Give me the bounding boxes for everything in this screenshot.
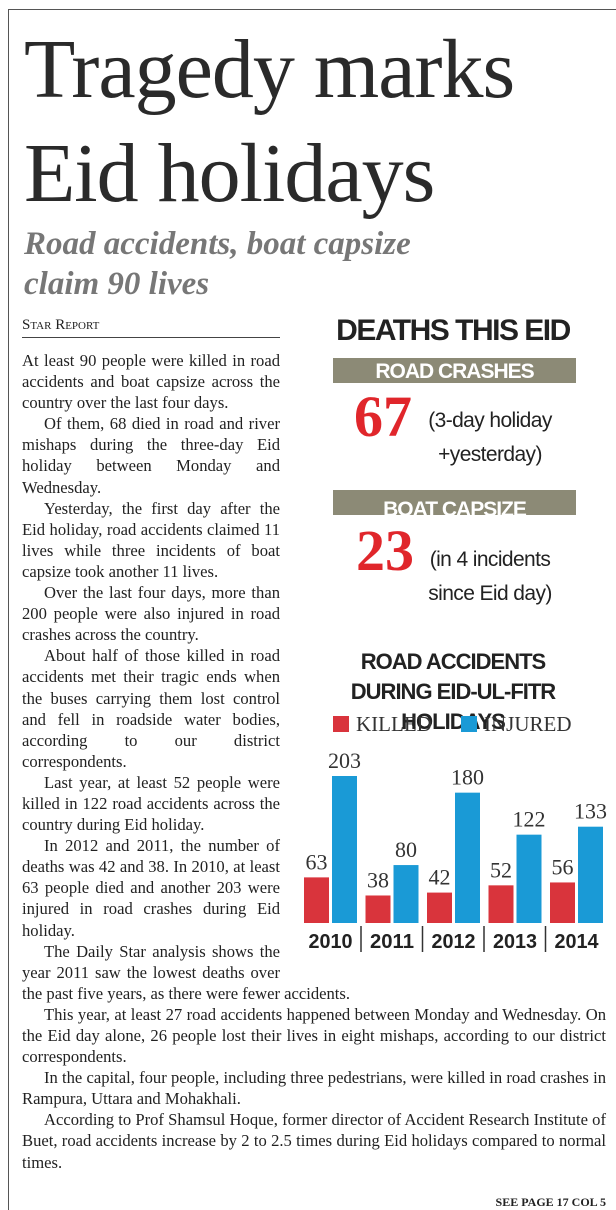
bar <box>304 877 329 923</box>
bar <box>455 792 480 923</box>
bar <box>488 885 514 923</box>
bar <box>578 826 603 923</box>
bar <box>516 834 542 923</box>
bar <box>365 895 391 923</box>
paragraph: Last year, at least 52 people were kille… <box>22 772 280 835</box>
section-label: BOAT CAPSIZE <box>333 490 576 515</box>
legend-swatch <box>333 716 349 732</box>
sidebar-heading: DEATHS THIS EID <box>336 314 571 347</box>
data-label: 56 <box>552 854 574 879</box>
bar <box>427 892 452 923</box>
data-label: 203 <box>328 748 361 773</box>
left-rule <box>8 9 9 1210</box>
paragraph: Over the last four days, more than 200 p… <box>22 583 280 645</box>
paragraph: This year, at least 27 road accidents ha… <box>22 1004 606 1067</box>
article-body: At least 90 people were killed in road a… <box>22 350 606 1173</box>
data-label: 63 <box>306 849 328 874</box>
big-number: 67 <box>354 384 412 449</box>
data-label: 122 <box>513 807 546 832</box>
paragraph: About half of those killed in road accid… <box>22 646 280 771</box>
jump-line: SEE PAGE 17 COL 5 <box>495 1195 606 1209</box>
data-label: 52 <box>490 857 512 882</box>
headline: Tragedy marks Eid holidays <box>24 23 515 220</box>
bar <box>332 776 357 923</box>
paragraph: In the capital, four people, including t… <box>22 1068 606 1109</box>
paragraph: Yesterday, the first day after the Eid h… <box>22 498 280 581</box>
data-label: 80 <box>395 837 417 862</box>
x-tick-label: 2014 <box>555 931 600 953</box>
big-number: 23 <box>356 518 414 583</box>
x-tick-label: 2013 <box>493 931 537 953</box>
x-tick-label: 2012 <box>432 931 476 953</box>
paragraph: Of them, 68 died in road and river misha… <box>22 414 280 497</box>
legend-label: KILLED <box>356 712 432 736</box>
chart-title: ROAD ACCIDENTS DURING EID-UL-FITR HOLIDA… <box>350 649 556 734</box>
x-tick-label: 2011 <box>370 931 414 953</box>
data-label: 133 <box>574 799 607 824</box>
legend-label: INJURED <box>484 712 572 736</box>
data-label: 38 <box>367 867 389 892</box>
subheadline: Road accidents, boat capsize claim 90 li… <box>24 226 411 302</box>
section-label: ROAD CRASHES <box>333 358 576 383</box>
data-label: 42 <box>429 865 451 890</box>
top-rule <box>8 9 616 10</box>
legend-swatch <box>461 716 477 732</box>
bar <box>393 865 419 923</box>
x-tick-label: 2010 <box>309 931 353 953</box>
paragraph: In 2012 and 2011, the number of deaths w… <box>22 836 280 940</box>
data-label: 180 <box>451 765 484 790</box>
section-note: (3-day holiday +yesterday) <box>428 409 552 466</box>
byline: Star Report <box>22 317 280 338</box>
paragraph: According to Prof Shamsul Hoque, former … <box>22 1110 606 1172</box>
section-note: (in 4 incidents since Eid day) <box>428 548 552 605</box>
bar <box>550 882 575 923</box>
paragraph: At least 90 people were killed in road a… <box>22 351 280 413</box>
paragraph: The Daily Star analysis shows the year 2… <box>22 941 351 1003</box>
